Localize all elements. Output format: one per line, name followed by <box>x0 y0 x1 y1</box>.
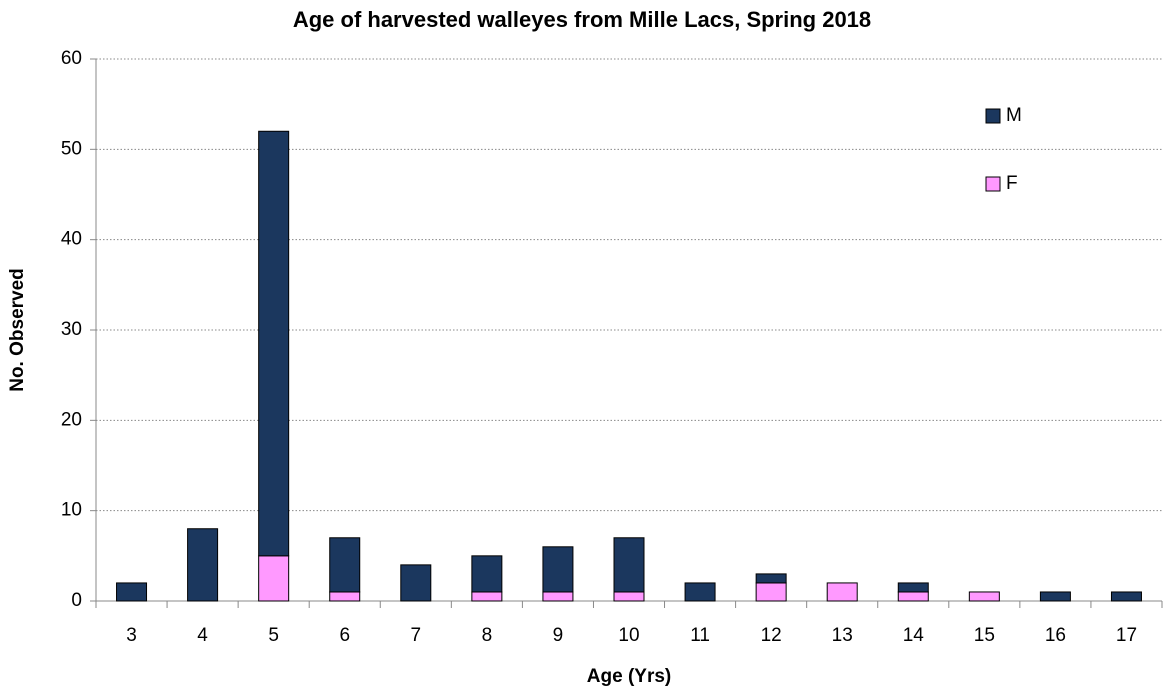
y-tick-label: 50 <box>61 138 82 159</box>
chart-title: Age of harvested walleyes from Mille Lac… <box>293 7 871 32</box>
x-tick-label: 13 <box>832 625 853 646</box>
x-tick-label: 9 <box>553 625 564 646</box>
bar-segment <box>542 546 574 593</box>
bar-segment <box>187 528 219 602</box>
y-tick-label: 20 <box>61 409 82 430</box>
y-tick-label: 0 <box>71 590 82 611</box>
x-tick-label: 12 <box>761 625 782 646</box>
x-tick-label: 14 <box>903 625 925 646</box>
y-axis-label: No. Observed <box>7 268 28 392</box>
bar-segment <box>258 130 290 557</box>
x-tick-label: 17 <box>1116 625 1137 646</box>
bar-segment <box>897 582 929 593</box>
x-tick-label: 16 <box>1045 625 1066 646</box>
y-tick-label: 10 <box>61 500 82 521</box>
bar-segment <box>897 591 929 602</box>
bar-segment <box>613 591 645 602</box>
x-tick-label: 15 <box>974 625 995 646</box>
legend-swatch <box>985 176 1001 192</box>
legend-label: M <box>1006 105 1022 126</box>
bar-segment <box>116 582 148 602</box>
legend-swatch <box>985 108 1001 124</box>
x-tick-label: 7 <box>411 625 422 646</box>
x-tick-label: 8 <box>482 625 493 646</box>
bar-segment <box>968 591 1000 602</box>
bar-segment <box>329 537 361 593</box>
bar-segment <box>258 555 290 602</box>
bar-segment <box>400 564 432 602</box>
bar-segment <box>542 591 574 602</box>
bar-segment <box>755 573 787 584</box>
bar-segment <box>1110 591 1142 602</box>
bar-segment <box>684 582 716 602</box>
legend-label: F <box>1006 173 1018 194</box>
x-tick-label: 6 <box>339 625 350 646</box>
x-tick-label: 3 <box>126 625 137 646</box>
x-tick-label: 10 <box>618 625 639 646</box>
x-tick-label: 5 <box>268 625 279 646</box>
bar-segment <box>826 582 858 602</box>
bar-segment <box>613 537 645 593</box>
x-axis-label: Age (Yrs) <box>587 666 671 687</box>
bar-segment <box>471 591 503 602</box>
bar-segment <box>1039 591 1071 602</box>
x-tick-label: 11 <box>690 625 710 646</box>
x-tick-label: 4 <box>197 625 208 646</box>
y-tick-label: 30 <box>61 319 82 340</box>
bar-segment <box>755 582 787 602</box>
y-tick-label: 40 <box>61 229 82 250</box>
bar-segment <box>329 591 361 602</box>
y-tick-label: 60 <box>61 48 82 69</box>
bar-segment <box>471 555 503 593</box>
